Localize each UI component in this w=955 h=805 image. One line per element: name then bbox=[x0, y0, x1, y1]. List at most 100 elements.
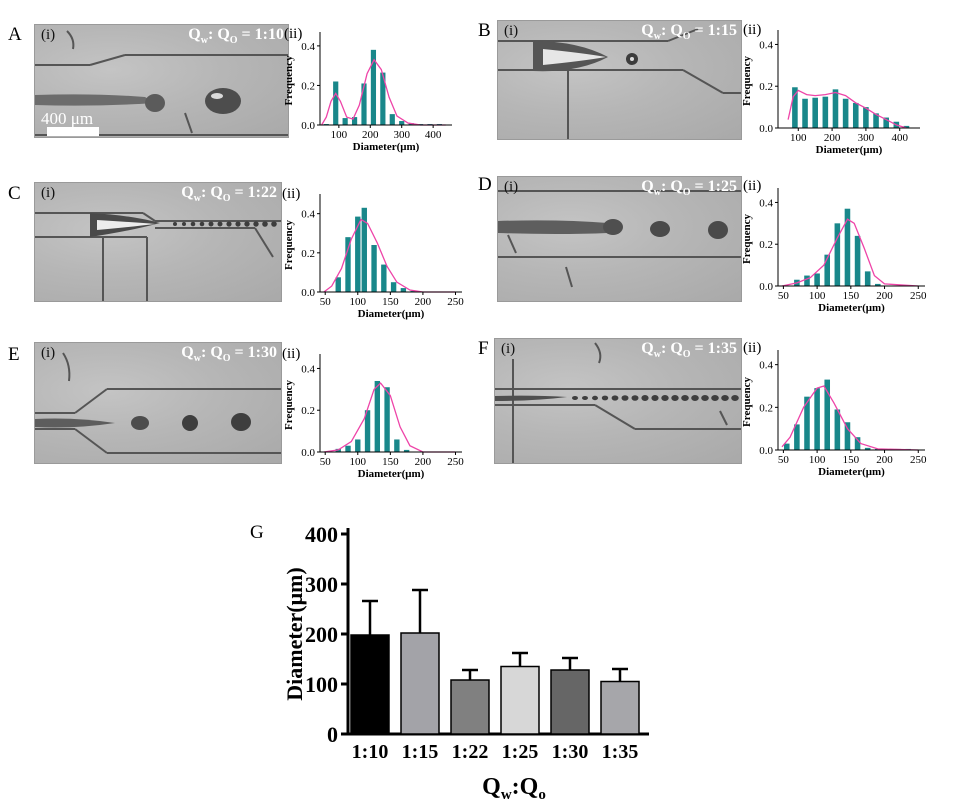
hist-b-bar bbox=[873, 113, 879, 128]
g-bar bbox=[400, 632, 440, 735]
g-y-label: Diameter(μm) bbox=[282, 567, 307, 700]
hist-c-bar bbox=[345, 237, 351, 292]
hist-f-y-tick-label: 0.2 bbox=[759, 402, 773, 414]
summary-bar-chart: 0 100 200 300 400 1:10 1:15 1:22 1:25 1:30 1:35 Dia… bbox=[282, 522, 649, 803]
hist-a-x-label: Diameter(μm) bbox=[353, 141, 420, 153]
hist-f-x-tick-label: 50 bbox=[778, 454, 790, 466]
g-x-tick-label: 1:15 bbox=[402, 741, 439, 763]
hist-a-bar bbox=[380, 72, 386, 125]
hist-c-bar bbox=[390, 282, 397, 292]
hist-d-y-tick-label: 0.0 bbox=[759, 281, 773, 293]
panel-a-photo-label: (i) bbox=[41, 27, 56, 43]
panel-letter-e: E bbox=[8, 344, 20, 365]
hist-d-y-tick-label: 0.4 bbox=[759, 197, 773, 209]
hist-a-x-tick-label: 400 bbox=[425, 129, 442, 141]
hist-b-bar bbox=[792, 87, 798, 128]
g-bar bbox=[600, 680, 640, 735]
micrograph-c: (i) Qw: QO = 1:22 bbox=[34, 182, 282, 302]
hist-e-x-tick-label: 150 bbox=[382, 456, 399, 468]
hist-d-bar bbox=[824, 254, 831, 286]
hist-c-x-label: Diameter(μm) bbox=[358, 308, 425, 320]
hist-b-bar bbox=[883, 117, 889, 128]
hist-c-bar bbox=[355, 216, 361, 292]
hist-d-bar bbox=[844, 208, 851, 286]
hist-f-bar bbox=[794, 424, 800, 450]
hist-e-bar bbox=[374, 380, 381, 452]
scale-bar bbox=[47, 127, 99, 136]
micrograph-f: (i) Qw: QO = 1:35 bbox=[494, 338, 742, 464]
g-y-tick-label: 100 bbox=[305, 672, 338, 697]
hist-f-bar bbox=[783, 443, 790, 450]
hist-d-x-tick-label: 100 bbox=[809, 290, 826, 302]
panel-a-hist-label: (ii) bbox=[284, 26, 303, 42]
hist-e-x-label: Diameter(μm) bbox=[358, 468, 425, 480]
hist-b-x-tick-label: 300 bbox=[858, 132, 875, 144]
hist-f-x-tick-label: 100 bbox=[809, 454, 826, 466]
hist-e-bar bbox=[364, 410, 371, 452]
hist-a-bar bbox=[389, 114, 395, 125]
flow-ratio-f: Qw: QO = 1:35 bbox=[641, 340, 737, 361]
hist-a-fit-curve bbox=[321, 58, 446, 126]
hist-b-bar bbox=[812, 97, 818, 128]
g-y-tick-label: 400 bbox=[305, 522, 338, 547]
hist-e-y-tick-label: 0.0 bbox=[301, 447, 315, 459]
histogram-a: 100 200 300 400 0.0 0.2 0.4 Diameter(μm) Frequen… bbox=[283, 32, 452, 153]
panel-letter-d: D bbox=[478, 174, 492, 195]
hist-f-bar bbox=[854, 437, 861, 450]
hist-e-y-tick-label: 0.4 bbox=[301, 363, 315, 375]
scale-bar-label: 400 μm bbox=[41, 109, 94, 128]
hist-f-x-tick-label: 200 bbox=[876, 454, 893, 466]
hist-e-bar bbox=[384, 387, 390, 452]
hist-d-bar bbox=[804, 275, 810, 286]
hist-c-fit-curve bbox=[323, 218, 456, 293]
hist-f-fit-curve bbox=[781, 385, 919, 451]
hist-e-bar bbox=[355, 439, 361, 452]
hist-b-x-tick-label: 400 bbox=[891, 132, 908, 144]
hist-f-bar bbox=[834, 409, 841, 450]
hist-e-bar bbox=[403, 449, 410, 452]
hist-e-y-tick-label: 0.2 bbox=[301, 405, 315, 417]
panel-letter-c: C bbox=[8, 183, 21, 204]
hist-a-x-tick-label: 300 bbox=[393, 129, 410, 141]
hist-b-fit-curve bbox=[787, 89, 907, 129]
hist-e-y-label: Frequency bbox=[283, 380, 295, 430]
micrograph-d: (i) Qw: QO = 1:25 bbox=[497, 176, 742, 302]
hist-d-x-tick-label: 50 bbox=[778, 290, 790, 302]
flow-ratio-c: Qw: QO = 1:22 bbox=[181, 184, 277, 205]
hist-c-bar bbox=[400, 288, 407, 292]
hist-f-bar bbox=[814, 388, 820, 450]
hist-d-bar bbox=[864, 271, 871, 286]
hist-d-y-label: Frequency bbox=[741, 214, 753, 264]
panel-e-hist-label: (ii) bbox=[282, 346, 301, 362]
hist-b-y-tick-label: 0.0 bbox=[759, 123, 773, 135]
hist-d-x-tick-label: 200 bbox=[876, 290, 893, 302]
g-bar bbox=[450, 679, 490, 735]
hist-a-y-tick-label: 0.0 bbox=[301, 120, 315, 132]
panel-c-photo-label: (i) bbox=[41, 185, 56, 201]
hist-c-x-tick-label: 150 bbox=[382, 296, 399, 308]
hist-b-y-tick-label: 0.2 bbox=[759, 81, 773, 93]
hist-c-x-tick-label: 250 bbox=[447, 296, 464, 308]
g-x-tick-label: 1:25 bbox=[502, 741, 539, 763]
channel-image-f bbox=[495, 342, 741, 463]
hist-b-y-tick-label: 0.4 bbox=[759, 39, 773, 51]
panel-b-hist-label: (ii) bbox=[743, 22, 762, 38]
hist-c-bar bbox=[335, 277, 341, 292]
flow-ratio-b: Qw: QO = 1:15 bbox=[641, 22, 737, 43]
hist-c-y-label: Frequency bbox=[283, 220, 295, 270]
g-y-tick-label: 0 bbox=[327, 722, 338, 747]
hist-a-x-tick-label: 200 bbox=[362, 129, 379, 141]
hist-c-x-tick-label: 200 bbox=[415, 296, 432, 308]
panel-f-hist-label: (ii) bbox=[743, 340, 762, 356]
hist-f-x-label: Diameter(μm) bbox=[818, 466, 885, 478]
hist-c-y-tick-label: 0.2 bbox=[301, 248, 315, 260]
hist-a-y-tick-label: 0.2 bbox=[301, 80, 315, 92]
g-x-label: Qw:Qo bbox=[482, 774, 546, 803]
hist-f-x-tick-label: 250 bbox=[910, 454, 927, 466]
hist-e-bar bbox=[394, 439, 400, 452]
channel-image-d bbox=[498, 190, 741, 288]
hist-b-bar bbox=[802, 98, 808, 128]
histogram-c: 50 100 150 200 250 0.0 0.2 0.4 Diameter(μm) Frequ… bbox=[283, 194, 464, 320]
hist-e-bar bbox=[345, 445, 351, 452]
hist-d-bar bbox=[854, 235, 861, 286]
